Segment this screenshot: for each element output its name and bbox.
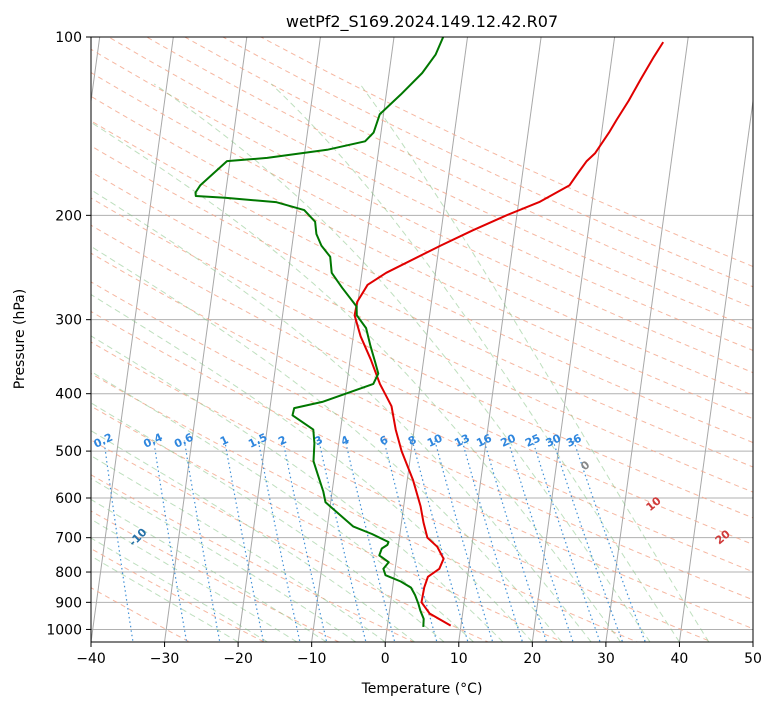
y-tick-label: 200	[55, 208, 82, 224]
mixing-ratio-label: 30	[544, 431, 564, 449]
plot-frame	[90, 36, 754, 643]
dry-adiabat-line	[145, 37, 753, 330]
y-tick-label: 400	[55, 387, 82, 403]
dry-adiabat-line	[221, 37, 753, 288]
x-tick-label: 0	[381, 651, 390, 667]
mixing-ratio-line	[532, 440, 601, 642]
dewpoint-profile-line	[194, 37, 445, 627]
y-tick-label: 1000	[46, 622, 82, 638]
mixing-ratio-line	[507, 440, 574, 642]
moist-adiabat-line	[91, 477, 357, 642]
isotherm-line	[678, 97, 753, 642]
moist-adiabat-line	[91, 189, 592, 642]
moist-adiabat-line	[91, 245, 563, 642]
x-axis-label: Temperature (°C)	[361, 681, 483, 697]
moist-adiabat-line	[91, 121, 621, 642]
mixing-ratio-label: 16	[474, 431, 494, 449]
mixing-ratio-label: 13	[452, 432, 471, 450]
y-tick-label: 300	[55, 313, 82, 329]
moist-adiabat-line	[359, 83, 710, 642]
x-tick-label: 10	[450, 651, 468, 667]
dry-adiabat-line	[91, 510, 341, 642]
moist-adiabat-line	[91, 370, 474, 642]
y-tick-label: 700	[55, 531, 82, 547]
dry-adiabat-line	[91, 439, 490, 642]
mixing-ratio-line	[103, 440, 134, 642]
x-tick-label: −30	[150, 651, 180, 667]
dry-adiabat-line	[91, 224, 753, 546]
dry-adiabat-line	[91, 48, 753, 374]
mixing-ratio-line	[483, 440, 548, 642]
sounding-profiles	[194, 37, 665, 627]
mixing-ratio-line	[257, 440, 301, 642]
x-tick-label: 50	[744, 651, 762, 667]
dry-adiabat-line	[107, 37, 753, 351]
moist-adiabat-line	[91, 537, 268, 642]
x-tick-label: 30	[597, 651, 615, 667]
mixing-ratio-line	[153, 440, 188, 642]
mixing-ratio-label: 25	[523, 432, 542, 450]
mixing-ratio-line	[183, 440, 221, 642]
mixing-ratio-line	[552, 440, 624, 642]
dry-adiabat-line	[91, 310, 753, 630]
x-axis: −40 −30 −20 −10 0 10 20 30 40 50	[76, 642, 762, 667]
x-tick-label: 40	[671, 651, 689, 667]
mixing-ratio-label: 10	[425, 431, 445, 449]
moist-adiabat-line	[153, 83, 651, 642]
background-lines	[91, 37, 753, 642]
moist-adiabat-line	[270, 83, 680, 642]
isotherm-line	[605, 37, 689, 642]
isotherm-line	[384, 37, 469, 642]
isotherm-line	[458, 37, 542, 642]
moist-adiabat-line	[91, 455, 386, 642]
y-tick-label: 500	[55, 444, 82, 460]
mixing-ratio-label: 36	[564, 431, 584, 449]
dry-adiabat-line	[91, 474, 415, 642]
dry-adiabat-line	[91, 171, 753, 493]
dry-adiabat-line	[91, 252, 753, 573]
y-tick-label: 100	[55, 30, 82, 46]
y-axis-label: Pressure (hPa)	[12, 289, 28, 389]
x-tick-label: −20	[223, 651, 253, 667]
y-tick-label: 900	[55, 595, 82, 611]
x-tick-label: 20	[523, 651, 541, 667]
dry-adiabat-line	[91, 145, 753, 468]
isotherm-line	[311, 37, 395, 642]
chart-title: wetPf2_S169.2024.149.12.42.R07	[286, 12, 558, 32]
isotherm-line	[237, 37, 321, 642]
moist-adiabat-line	[91, 402, 445, 642]
moist-adiabat-line	[91, 555, 239, 642]
isotherm-line	[91, 37, 174, 642]
dry-adiabat-line	[260, 37, 753, 268]
y-tick-label: 600	[55, 491, 82, 507]
temperature-profile-line	[353, 41, 665, 627]
x-tick-label: −10	[297, 651, 327, 667]
y-tick-label: 800	[55, 565, 82, 581]
mixing-ratio-line	[224, 440, 265, 642]
isotherm-line	[531, 37, 616, 642]
mixing-ratio-line	[573, 440, 646, 642]
mixing-ratio-line	[282, 440, 328, 642]
mixing-ratio-line	[318, 440, 367, 642]
y-axis: 100 200 300 400 500 600 700 800 900 1000	[46, 30, 91, 638]
dry-adiabat-line	[91, 281, 753, 601]
dry-adiabat-line	[91, 95, 753, 420]
mixing-ratio-label: 20	[499, 431, 519, 449]
x-tick-label: −40	[76, 651, 106, 667]
isotherm-line	[164, 37, 248, 642]
